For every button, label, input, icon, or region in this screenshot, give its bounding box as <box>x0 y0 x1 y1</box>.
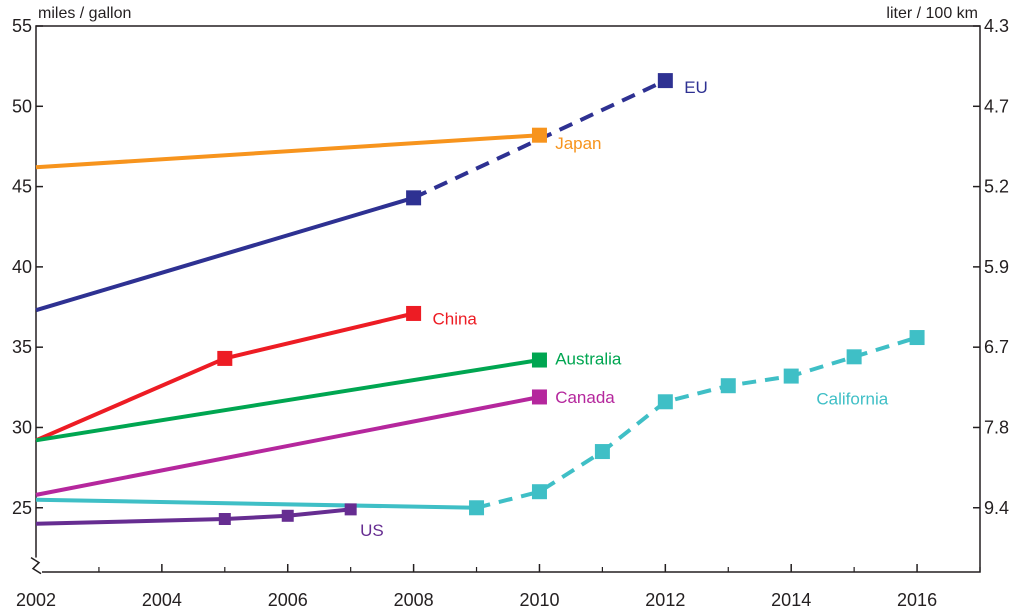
x-tick-label: 2010 <box>519 590 559 610</box>
axis-break-symbol <box>30 556 42 575</box>
y-tick-label-right: 4.7 <box>984 96 1009 116</box>
y-tick-label-left: 30 <box>12 417 32 437</box>
y-axis-title-right: liter / 100 km <box>886 5 978 22</box>
y-tick-label-left: 40 <box>12 257 32 277</box>
data-point-japan <box>531 127 547 143</box>
data-point-california <box>783 368 799 384</box>
series-line-china <box>35 311 415 443</box>
series-label-canada: Canada <box>555 388 615 407</box>
x-tick-label: 2012 <box>645 590 685 610</box>
series-label-eu: EU <box>684 78 708 97</box>
x-tick-label: 2014 <box>771 590 811 610</box>
series-label-california: California <box>816 390 888 409</box>
plot-frame <box>35 25 981 573</box>
data-point-eu <box>406 190 422 206</box>
data-point-canada <box>531 389 547 405</box>
data-point-china <box>217 350 233 366</box>
data-point-us <box>281 509 294 522</box>
series-label-china: China <box>432 309 477 328</box>
axes-frame: 25 30 35 40 45 50 55 4.3 4.7 5.2 5.9 6.7 7.8 9.4 2002 2… <box>12 16 1009 610</box>
series-label-us: US <box>360 521 384 540</box>
y-tick-label-right: 7.8 <box>984 417 1009 437</box>
data-point-california <box>846 349 862 365</box>
y-tick-label-left: 25 <box>12 498 32 518</box>
y-axis-title-left: miles / gallon <box>38 5 131 22</box>
x-tick-label: 2016 <box>897 590 937 610</box>
series-markers <box>217 73 925 526</box>
y-tick-label-right: 5.2 <box>984 177 1009 197</box>
data-point-australia <box>531 352 547 368</box>
series-label-japan: Japan <box>555 134 601 153</box>
data-point-california <box>720 378 736 394</box>
series-line-eu <box>35 195 415 313</box>
series-labels: EU Japan China Australia Canada California US <box>360 78 889 540</box>
series-line-dashed-california <box>476 335 918 510</box>
y-tick-label-right: 4.3 <box>984 16 1009 36</box>
data-point-california <box>469 500 485 516</box>
data-point-california <box>531 484 547 500</box>
series-line-us <box>35 507 351 526</box>
data-point-us <box>218 513 231 526</box>
y-tick-label-right: 5.9 <box>984 257 1009 277</box>
x-tick-label: 2002 <box>16 590 56 610</box>
series-lines <box>35 78 918 526</box>
series-line-australia <box>35 358 540 443</box>
x-tick-label: 2006 <box>268 590 308 610</box>
series-label-australia: Australia <box>555 349 622 368</box>
series-line-california <box>35 497 477 510</box>
series-line-japan <box>35 133 540 170</box>
y-tick-label-left: 45 <box>12 177 32 197</box>
data-point-us <box>344 503 357 516</box>
y-tick-label-left: 35 <box>12 337 32 357</box>
series-line-canada <box>35 395 540 497</box>
data-point-california <box>657 394 673 410</box>
y-tick-label-right: 6.7 <box>984 337 1009 357</box>
data-point-china <box>406 305 422 321</box>
data-point-eu <box>657 73 673 89</box>
data-point-california <box>594 444 610 460</box>
y-tick-label-left: 55 <box>12 16 32 36</box>
y-tick-label-left: 50 <box>12 96 32 116</box>
x-tick-label: 2004 <box>142 590 182 610</box>
y-tick-label-right: 9.4 <box>984 498 1009 518</box>
x-tick-label: 2008 <box>394 590 434 610</box>
data-point-california <box>909 330 925 346</box>
